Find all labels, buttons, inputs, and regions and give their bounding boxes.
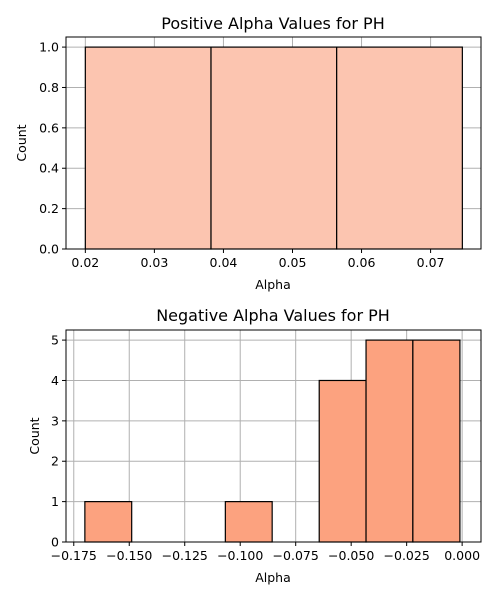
x-tick-label: −0.025 (384, 548, 430, 563)
histogram-bar (412, 339, 461, 543)
y-tick-label: 0.6 (39, 120, 59, 135)
y-axis-label: Count (27, 417, 42, 454)
chart-negative-alpha: Negative Alpha Values for PH −0.175 −0.15… (27, 306, 482, 585)
x-tick-label: −0.150 (106, 548, 152, 563)
histogram-bar (224, 501, 273, 543)
chart-title: Negative Alpha Values for PH (156, 306, 390, 325)
x-tick-label: 0.06 (348, 255, 376, 270)
chart-positive-alpha: Positive Alpha Values for PH 0.02 0.03 0.0… (14, 14, 482, 292)
y-tick-label: 1 (51, 494, 59, 509)
bars (84, 339, 461, 543)
y-tick-label: 0.0 (39, 242, 59, 257)
histogram-bar (84, 46, 212, 250)
histogram-bar (365, 339, 414, 543)
histogram-bar (336, 46, 463, 250)
x-tick-label: 0.02 (71, 255, 99, 270)
x-tick-label: 0.05 (279, 255, 307, 270)
x-axis-label: Alpha (255, 277, 291, 292)
x-axis-ticks: −0.175 −0.150 −0.125 −0.100 −0.075 −0.050 −0.0… (51, 542, 480, 563)
x-tick-label: −0.050 (328, 548, 374, 563)
y-tick-label: 4 (51, 373, 59, 388)
x-tick-label: −0.100 (217, 548, 263, 563)
plot-area-frame (65, 329, 482, 543)
x-tick-label: 0.04 (210, 255, 238, 270)
y-tick-label: 0.4 (39, 161, 59, 176)
x-tick-label: 0.07 (417, 255, 445, 270)
y-tick-label: 1.0 (39, 40, 59, 55)
y-axis-ticks: 0.0 0.2 0.4 0.6 0.8 1.0 (39, 40, 66, 257)
y-axis-label: Count (14, 124, 29, 161)
plot-area-frame (65, 36, 482, 250)
y-tick-label: 3 (51, 413, 59, 428)
x-axis-label: Alpha (255, 570, 291, 585)
x-axis-ticks: 0.02 0.03 0.04 0.05 0.06 0.07 (71, 249, 445, 270)
y-tick-label: 0 (51, 535, 59, 550)
y-tick-label: 0.8 (39, 80, 59, 95)
histogram-bar (84, 501, 133, 543)
x-tick-label: −0.075 (273, 548, 319, 563)
bars (84, 46, 463, 250)
x-tick-label: 0.03 (140, 255, 168, 270)
y-tick-label: 2 (51, 454, 59, 469)
y-tick-label: 5 (51, 333, 59, 348)
histogram-bar (318, 379, 367, 543)
histogram-bar (210, 46, 338, 250)
chart-title: Positive Alpha Values for PH (161, 14, 384, 33)
y-tick-label: 0.2 (39, 201, 59, 216)
x-tick-label: 0.000 (444, 548, 480, 563)
y-axis-ticks: 0 1 2 3 4 5 (51, 333, 66, 550)
x-tick-label: −0.125 (162, 548, 208, 563)
x-tick-label: −0.175 (51, 548, 97, 563)
